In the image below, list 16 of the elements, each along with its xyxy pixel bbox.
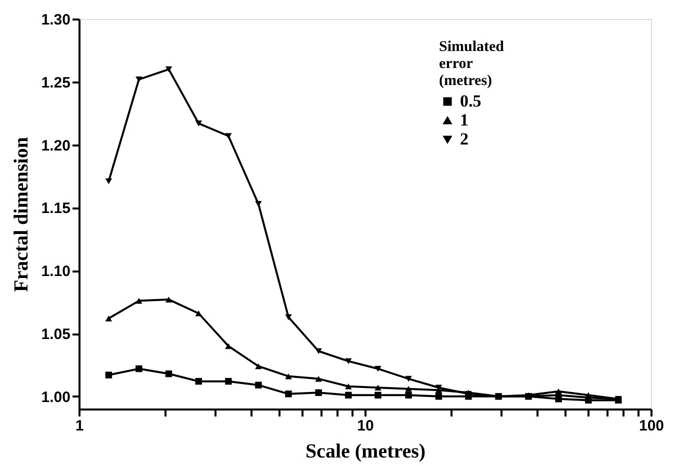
x-tick-label: 10 [357,418,374,434]
legend-label: 0.5 [460,92,482,110]
y-tick-label: 1.00 [41,388,70,406]
legend-label: 2 [460,130,468,148]
y-tick-label: 1.10 [41,263,70,280]
y-tick-label: 1.25 [41,74,70,92]
legend-title: Simulated error (metres) [439,39,505,89]
y-tick-label: 1.20 [41,137,70,154]
y-tick-label: 1.05 [41,326,70,344]
y-tick-label: 1.15 [41,200,70,218]
y-tick-label: 1.30 [41,12,70,28]
x-axis-title: Scale (metres) [305,440,426,462]
x-tick-label: 100 [638,418,664,434]
x-tick-label: 1 [75,418,84,434]
legend-label: 1 [460,110,468,130]
y-axis-title: Fractal dimension [10,137,32,292]
